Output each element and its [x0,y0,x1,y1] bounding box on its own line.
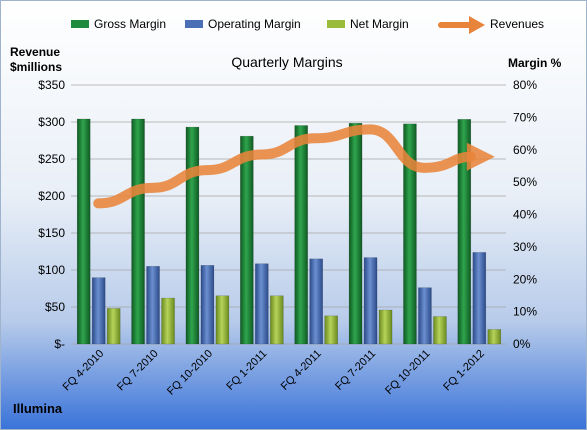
bar-gross-margin [457,119,472,345]
legend-swatch-net-margin [327,20,345,28]
bar-gross-margin [294,125,308,345]
right-axis-ticks: 0% 10% 20% 30% 40% 50% 60% 70% 80% [513,78,537,351]
bar-series [76,118,502,345]
bar-operating-margin [200,265,215,345]
right-tick-label: 30% [513,240,537,254]
legend-label-revenues: Revenues [490,17,544,31]
footer-company-label: Illumina [13,401,63,416]
left-tick-label: $300 [38,115,65,129]
left-tick-label: $250 [38,152,65,166]
left-tick-label: $200 [38,189,65,203]
y-left-label-line2: $millions [10,60,62,74]
bar-gross-margin [76,118,91,345]
bar-net-margin [106,308,121,345]
left-tick-label: $350 [38,78,65,92]
bar-net-margin [324,315,338,345]
right-tick-label: 60% [513,143,537,157]
bar-operating-margin [309,258,323,345]
bar-net-margin [161,297,175,345]
bar-operating-margin [418,287,432,345]
left-axis-ticks: $- $50 $100 $150 $200 $250 $300 $350 [38,78,65,351]
bar-gross-margin [131,118,145,345]
legend-swatch-operating-margin [185,20,203,28]
right-tick-label: 70% [513,110,537,124]
legend-label-gross-margin: Gross Margin [94,17,166,31]
right-tick-label: 40% [513,208,537,222]
bar-net-margin [433,316,447,345]
left-tick-label: $- [54,337,65,351]
bar-gross-margin [240,135,254,345]
revenue-line-path [93,124,476,209]
bar-operating-margin [91,277,106,345]
bar-operating-margin [472,252,487,345]
y-left-label-line1: Revenue [10,45,60,59]
legend: Gross Margin Operating Margin Net Margin… [71,16,544,34]
legend-arrow-icon [469,16,485,34]
right-tick-label: 0% [513,337,531,351]
left-tick-label: $150 [38,226,65,240]
left-tick-label: $50 [45,300,65,314]
right-tick-label: 10% [513,305,537,319]
bar-gross-margin [185,126,200,345]
revenue-line [93,124,495,209]
y-right-label: Margin % [508,56,562,70]
bar-net-margin [378,309,393,345]
right-tick-label: 20% [513,272,537,286]
bar-net-margin [487,329,502,345]
bar-operating-margin [363,257,378,345]
legend-swatch-gross-margin [71,20,89,28]
bar-operating-margin [255,263,269,345]
bar-net-margin [270,295,284,345]
right-tick-label: 50% [513,175,537,189]
chart-title: Quarterly Margins [231,54,342,70]
bar-gross-margin [403,123,417,345]
legend-label-operating-margin: Operating Margin [208,17,301,31]
bar-operating-margin [146,266,160,345]
right-tick-label: 80% [513,78,537,92]
bar-gross-margin [348,122,363,345]
left-tick-label: $100 [38,263,65,277]
bar-net-margin [215,295,230,345]
revenue-arrowhead [466,142,495,171]
legend-label-net-margin: Net Margin [350,17,409,31]
